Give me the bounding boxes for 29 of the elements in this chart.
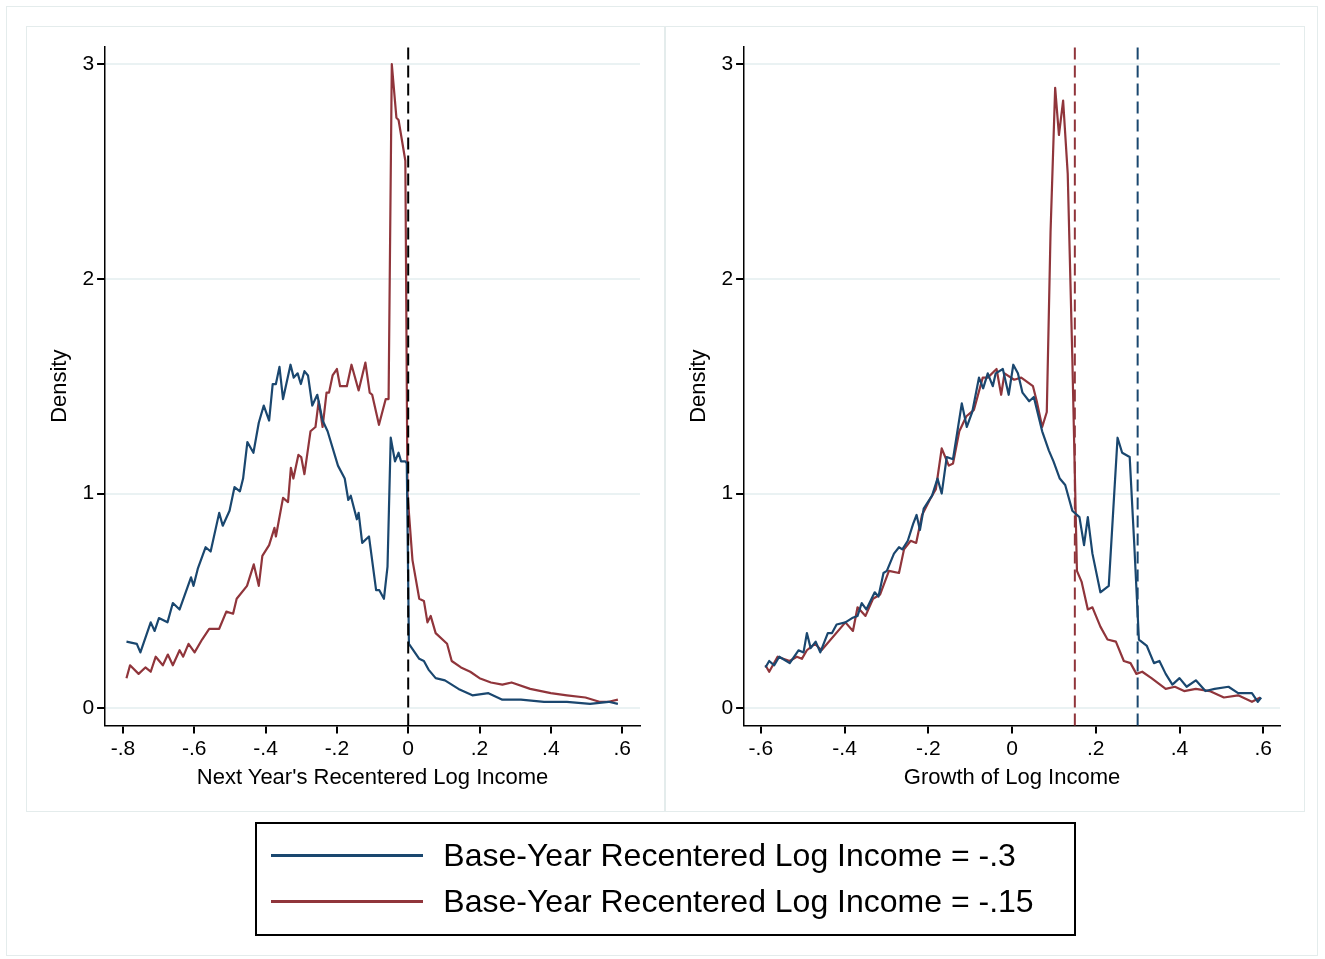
x-tick-label: -.6 [748, 735, 774, 759]
y-tick-label: 2 [82, 265, 95, 289]
x-tick-label: .4 [542, 735, 560, 759]
x-tick-label: 0 [1006, 735, 1018, 759]
x-axis-title: Growth of Log Income [903, 763, 1121, 789]
y-axis-title: Density [46, 349, 72, 423]
x-tick-label: .6 [613, 735, 631, 759]
y-axis-title: Density [685, 349, 711, 423]
x-tick-label: .2 [1087, 735, 1105, 759]
x-tick-label: -.6 [181, 735, 207, 759]
x-tick-label: .2 [470, 735, 489, 759]
x-tick-label: -.4 [832, 735, 858, 759]
x-tick-label: -.8 [110, 735, 136, 759]
y-tick-label: 3 [82, 50, 95, 74]
y-tick-label: 2 [721, 265, 734, 289]
x-tick-label: .4 [1170, 735, 1189, 759]
y-tick-label: 0 [721, 695, 734, 719]
x-tick-label: -.2 [324, 735, 350, 759]
y-tick-label: 0 [82, 695, 95, 719]
y-tick-label: 3 [721, 50, 734, 74]
y-tick-label: 1 [82, 480, 95, 504]
y-tick-label: 1 [721, 480, 734, 504]
legend-label: Base-Year Recentered Log Income = -.3 [443, 836, 1016, 874]
x-tick-label: 0 [402, 735, 415, 759]
x-axis-title: Next Year's Recentered Log Income [196, 763, 549, 789]
x-tick-label: -.2 [916, 735, 941, 759]
legend-label: Base-Year Recentered Log Income = -.15 [443, 882, 1034, 920]
x-tick-label: -.4 [253, 735, 279, 759]
x-tick-label: .6 [1254, 735, 1273, 759]
